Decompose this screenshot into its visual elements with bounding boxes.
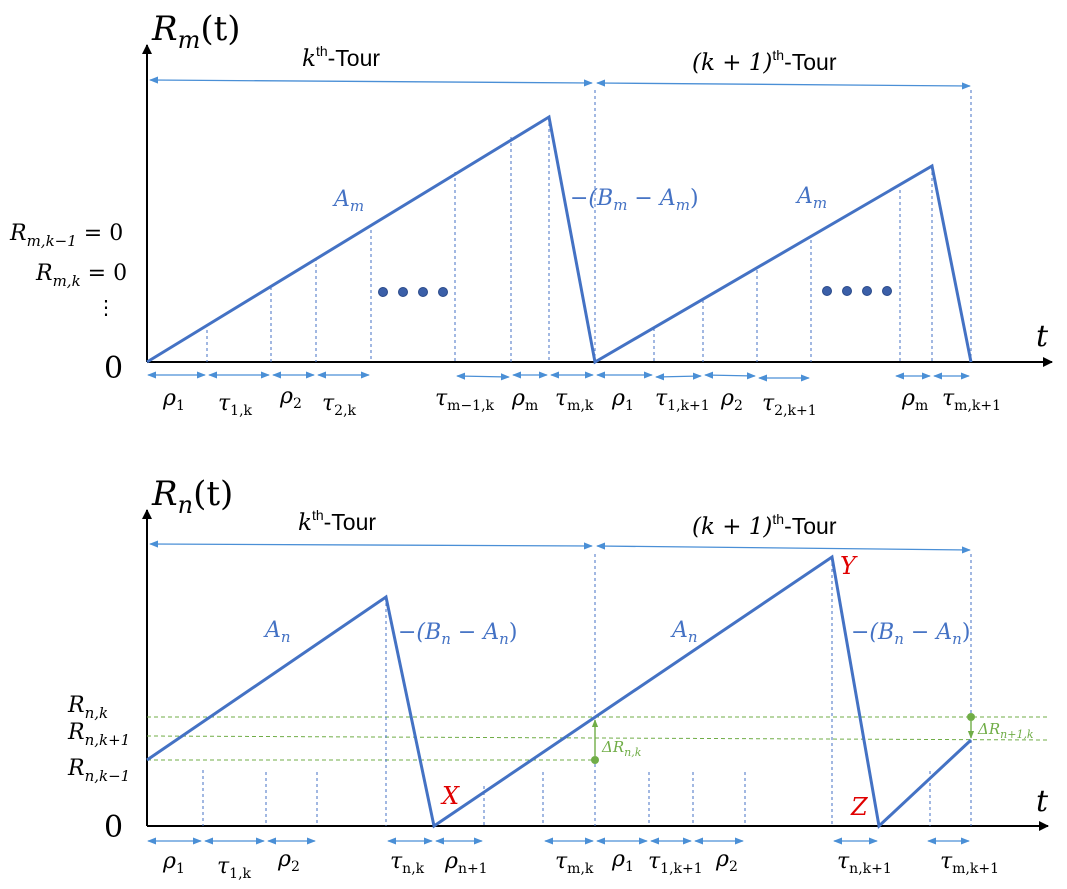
top-left-label-vdots: ⋮ (96, 295, 116, 319)
bottom-left-label-rnkm1: Rn,k−1 (67, 756, 130, 785)
bottom-slope-label-1: An (263, 618, 291, 646)
top-tour-k1-label: (k + 1)th-Tour (692, 47, 837, 76)
bottom-dashed-guides (202, 554, 972, 826)
bottom-green-guides (146, 716, 1049, 761)
top-interval-label: τ1,k (218, 391, 253, 419)
top-ellipsis-dots (378, 286, 892, 297)
top-slope-label-2: Am (795, 184, 827, 212)
bottom-left-label-rnk: Rn,k (67, 693, 108, 722)
top-slope-label-1: Am (332, 187, 364, 215)
top-left-label-1: Rm,k−1 = 0 (9, 221, 123, 250)
top-fall-label: −(Bm − Am) (570, 186, 699, 214)
point-y-label: Y (840, 552, 858, 580)
top-interval-label: ρm (901, 386, 928, 414)
top-interval-label: ρ1 (162, 386, 185, 414)
bottom-interval-label: ρ1 (162, 849, 185, 877)
bottom-interval-label: τ1,k (217, 854, 252, 882)
bottom-interval-label: τm,k (555, 849, 594, 877)
top-interval-label: τ2,k (322, 391, 357, 419)
bottom-left-label-rnk1: Rn,k+1 (67, 720, 130, 749)
top-origin-label: 0 (104, 351, 123, 386)
bottom-interval-label: τ1,k+1 (648, 849, 703, 877)
bottom-interval-label: ρ2 (277, 847, 300, 875)
bottom-interval-label: ρ2 (715, 847, 738, 875)
bottom-tour-k-arrow (149, 540, 593, 550)
top-interval-label: ρm (511, 386, 538, 414)
top-tour-k-label: kth-Tour (302, 43, 380, 72)
bottom-tour-k-label: kth-Tour (298, 507, 376, 536)
top-interval-label: ρ2 (720, 386, 743, 414)
delta-marker-2 (967, 713, 975, 739)
bottom-interval-labels: ρ1 τ1,k ρ2 τn,k ρn+1 τm,k ρ1 τ1,k+1 ρ2 τ… (162, 847, 999, 882)
bottom-panel: Rn(t) t 0 Rn,k Rn,k+1 Rn,k−1 kth-Tour (k… (67, 474, 1049, 882)
bottom-origin-label: 0 (104, 810, 123, 845)
top-x-label: t (1036, 319, 1049, 354)
bottom-tour-k1-arrow (596, 542, 971, 554)
point-x-label: X (440, 782, 460, 810)
bottom-sawtooth-line (146, 554, 973, 829)
top-dashed-guides (206, 90, 972, 362)
bottom-slope-label-2: An (670, 618, 698, 646)
bottom-interval-label: τm,k+1 (940, 849, 999, 877)
top-y-label: Rm(t) (151, 9, 241, 54)
top-interval-label: τm,k+1 (942, 386, 1001, 414)
top-panel: Rm(t) t 0 Rm,k−1 = 0 Rm,k = 0 ⋮ kth-Tour… (9, 9, 1053, 419)
top-interval-labels: ρ1 τ1,k ρ2 τ2,k τm−1,k ρm τm,k ρ1 τ1,k+1… (162, 384, 1001, 419)
point-z-label: Z (850, 793, 869, 821)
top-interval-label: τ2,k+1 (762, 391, 817, 419)
bottom-y-label: Rn(t) (151, 474, 233, 519)
top-interval-label: τ1,k+1 (655, 386, 710, 414)
top-interval-label: τm−1,k (435, 386, 495, 414)
top-interval-label: τm,k (555, 386, 594, 414)
top-left-label-2: Rm,k = 0 (35, 261, 127, 290)
bottom-tour-k1-label: (k + 1)th-Tour (692, 511, 837, 540)
bottom-fall-label-1: −(Bn − An) (398, 620, 517, 648)
top-interval-arrows (147, 371, 970, 382)
bottom-interval-label: ρ1 (611, 847, 634, 875)
top-interval-label: ρ1 (611, 386, 634, 414)
bottom-x-label: t (1036, 784, 1049, 819)
bottom-interval-label: ρn+1 (444, 849, 488, 877)
top-tour-k-arrow (149, 76, 593, 87)
bottom-fall-label-2: −(Bn − An) (851, 620, 970, 648)
top-sawtooth-line (146, 114, 973, 365)
bottom-interval-label: τn,k (390, 849, 425, 877)
top-interval-label: ρ2 (279, 384, 302, 412)
delta-label-2: ΔRn+1,k (977, 720, 1034, 741)
bottom-interval-label: τn,k+1 (837, 849, 892, 877)
delta-label-1: ΔRn,k (601, 738, 642, 759)
top-tour-k1-arrow (596, 79, 971, 90)
delta-marker-1 (591, 719, 599, 764)
